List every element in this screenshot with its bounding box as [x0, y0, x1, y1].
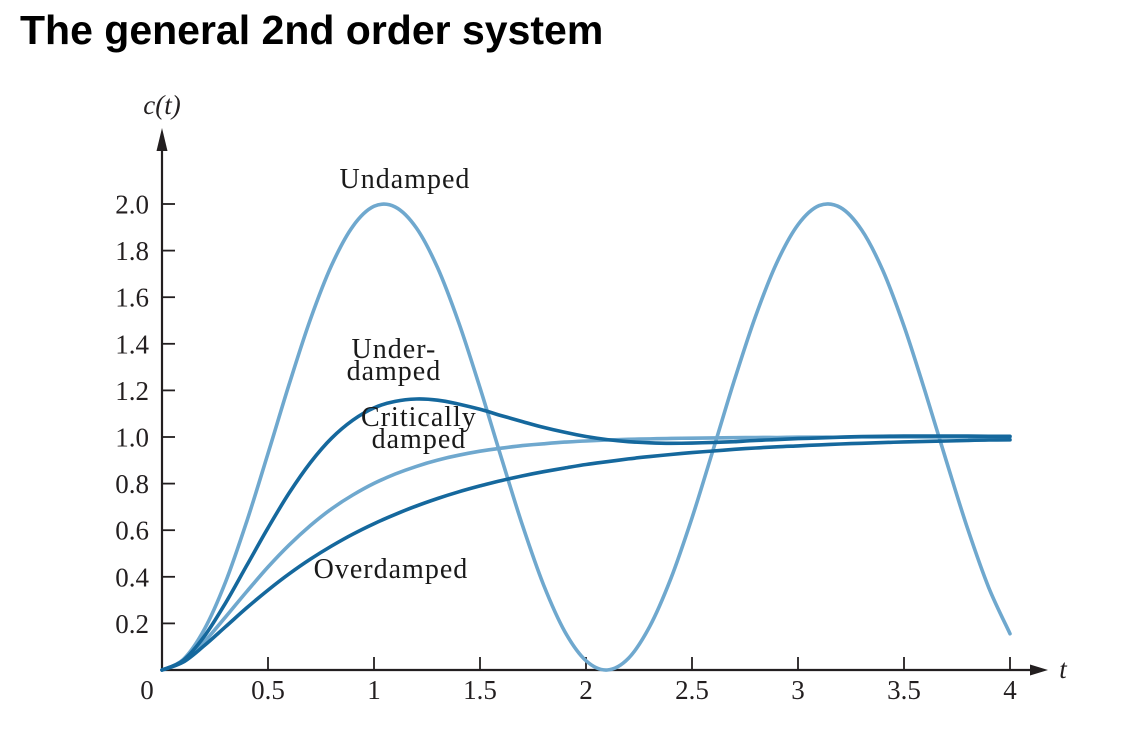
y-tick-label: 0.8: [115, 469, 149, 499]
x-tick-label: 0.5: [251, 675, 285, 705]
curve-label-overdamped: Overdamped: [314, 554, 469, 585]
x-tick-label: 1.5: [463, 675, 497, 705]
curve-underdamped: [160, 397, 1012, 672]
y-tick-label: 1.8: [115, 236, 149, 266]
y-tick-label: 0.2: [115, 609, 149, 639]
x-tick-label: 3: [791, 675, 805, 705]
y-tick-label: 1.6: [115, 283, 149, 313]
curve-undamped: [160, 202, 1012, 672]
page-title: The general 2nd order system: [20, 7, 604, 53]
curve-critically-damped: [160, 435, 1012, 672]
y-tick-label: 1.2: [115, 376, 149, 406]
y-axis-title: c(t): [143, 90, 180, 120]
curve-label-undamped: Undamped: [340, 164, 471, 195]
y-tick-label: 0.6: [115, 516, 149, 546]
x-tick-label: 1: [367, 675, 381, 705]
y-axis-arrow: [156, 128, 168, 151]
x-tick-label: 4: [1003, 675, 1017, 705]
y-tick-label: 0.4: [115, 562, 149, 592]
x-tick-label: 3.5: [887, 675, 921, 705]
curve-label-criticallydamped: Critically damped: [361, 402, 477, 455]
x-tick-label: 2.5: [675, 675, 709, 705]
curve-overdamped: [160, 438, 1012, 672]
x-tick-label: 2: [579, 675, 593, 705]
y-tick-label: 2.0: [115, 190, 149, 220]
x-axis-title: t: [1059, 654, 1068, 684]
x-axis-arrow: [1030, 664, 1048, 676]
x-tick-label: 0: [140, 675, 154, 705]
y-tick-label: 1.4: [115, 329, 149, 359]
y-tick-label: 1.0: [115, 423, 149, 453]
curve-label-underdamped: Under-damped: [347, 334, 442, 387]
